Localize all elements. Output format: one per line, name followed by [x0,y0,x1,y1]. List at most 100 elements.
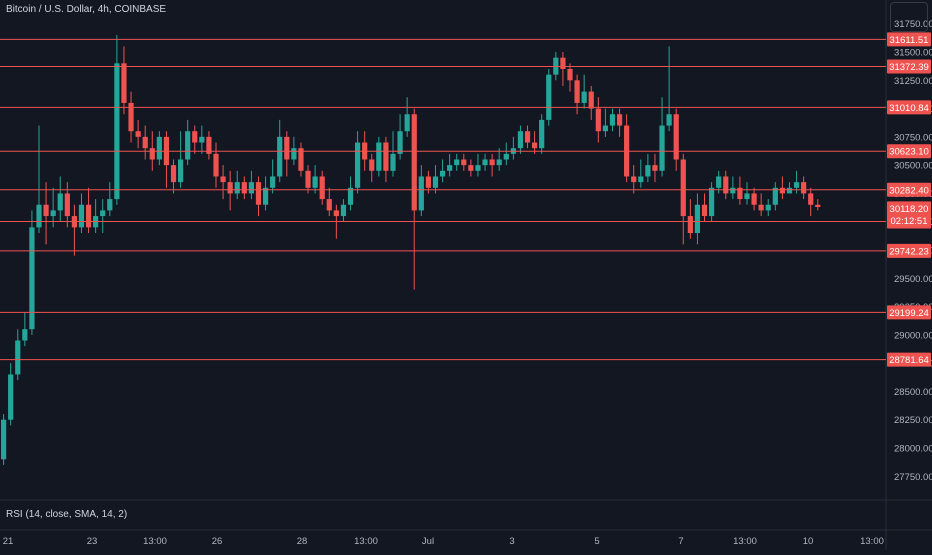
candle-bullish[interactable] [312,176,318,188]
candle-bullish[interactable] [248,182,254,194]
candle-bearish[interactable] [284,136,290,160]
candle-bullish[interactable] [709,187,715,217]
candle-bullish[interactable] [602,125,608,132]
candle-bullish[interactable] [694,204,701,234]
candle-bullish[interactable] [609,114,616,126]
candle-bearish[interactable] [680,159,686,217]
candle-bearish[interactable] [333,210,339,217]
candle-bullish[interactable] [114,63,120,200]
candle-bullish[interactable] [57,193,63,211]
candle-bullish[interactable] [1,419,7,460]
candle-bullish[interactable] [404,114,410,132]
candle-bearish[interactable] [369,159,375,171]
candle-bearish[interactable] [468,165,474,171]
candle-bearish[interactable] [121,63,127,103]
candle-bearish[interactable] [815,204,821,208]
candle-bearish[interactable] [652,165,658,171]
candle-bullish[interactable] [418,176,424,211]
candle-bullish[interactable] [475,165,481,171]
candle-bullish[interactable] [78,204,85,228]
candle-bullish[interactable] [482,159,488,166]
candle-bullish[interactable] [772,187,778,205]
candle-bearish[interactable] [319,176,325,200]
candle-bearish[interactable] [808,193,814,205]
candle-bearish[interactable] [43,204,49,217]
candle-bullish[interactable] [730,187,736,194]
candle-bullish[interactable] [234,182,240,194]
candle-bearish[interactable] [588,91,594,109]
rsi-indicator-label[interactable]: RSI (14, close, SMA, 14, 2) [6,509,128,520]
candle-bullish[interactable] [8,374,14,420]
candle-bullish[interactable] [347,187,354,205]
candle-bearish[interactable] [461,159,467,166]
candle-bearish[interactable] [85,204,92,228]
candle-bearish[interactable] [425,176,431,188]
candle-bearish[interactable] [220,176,226,183]
candle-bullish[interactable] [291,148,297,160]
candle-bullish[interactable] [156,136,162,160]
candle-bearish[interactable] [170,165,177,183]
price-scale-settings-button[interactable] [890,2,928,32]
candle-bearish[interactable] [758,204,764,211]
candle-bearish[interactable] [701,204,708,217]
candle-bearish[interactable] [149,148,155,160]
candle-bearish[interactable] [801,182,807,194]
candle-bullish[interactable] [659,125,665,171]
candle-bullish[interactable] [539,119,545,149]
candle-bullish[interactable] [178,159,184,183]
candle-bearish[interactable] [135,131,141,137]
candle-bullish[interactable] [503,153,509,160]
candle-bearish[interactable] [64,193,70,217]
candle-bullish[interactable] [355,142,361,188]
candle-bearish[interactable] [142,136,148,149]
candle-bearish[interactable] [305,170,311,188]
candle-bearish[interactable] [326,199,332,211]
candle-bearish[interactable] [779,187,785,194]
candle-bullish[interactable] [376,142,382,171]
candle-bearish[interactable] [298,148,304,171]
candle-bearish[interactable] [227,182,233,194]
candle-bearish[interactable] [737,187,743,200]
candle-bullish[interactable] [716,176,722,188]
candle-bearish[interactable] [241,182,247,194]
candle-bullish[interactable] [638,176,644,183]
candle-bearish[interactable] [723,176,729,194]
candle-bearish[interactable] [192,131,198,143]
candle-bearish[interactable] [213,153,219,177]
candle-bearish[interactable] [128,102,134,132]
candle-bearish[interactable] [631,176,637,183]
candle-bearish[interactable] [411,114,417,211]
candle-bullish[interactable] [666,114,672,126]
candle-bullish[interactable] [744,193,750,200]
candle-bullish[interactable] [432,176,439,188]
candle-bearish[interactable] [687,216,693,234]
candle-bullish[interactable] [786,187,793,194]
candle-bearish[interactable] [206,136,212,154]
candle-bearish[interactable] [524,131,531,143]
candle-bearish[interactable] [383,142,389,171]
candle-bullish[interactable] [765,204,771,211]
candle-bullish[interactable] [270,176,276,188]
candle-bearish[interactable] [489,159,495,166]
candle-bullish[interactable] [496,159,502,166]
candle-bullish[interactable] [36,204,42,228]
candle-bearish[interactable] [255,182,262,205]
candle-bullish[interactable] [517,131,524,149]
candle-bearish[interactable] [751,193,757,205]
candle-bullish[interactable] [581,91,587,103]
candle-bullish[interactable] [645,165,651,177]
candle-bearish[interactable] [595,108,601,132]
candle-bullish[interactable] [199,136,205,143]
candle-bearish[interactable] [616,114,623,126]
candle-bullish[interactable] [50,210,56,217]
candle-bullish[interactable] [546,74,552,120]
candle-bearish[interactable] [567,68,573,81]
candle-bearish[interactable] [532,142,538,149]
candle-bullish[interactable] [447,165,453,171]
candle-bullish[interactable] [185,131,191,160]
candle-bullish[interactable] [340,204,347,217]
candle-bullish[interactable] [22,329,28,341]
candle-bullish[interactable] [29,227,35,330]
candle-bullish[interactable] [397,131,403,154]
